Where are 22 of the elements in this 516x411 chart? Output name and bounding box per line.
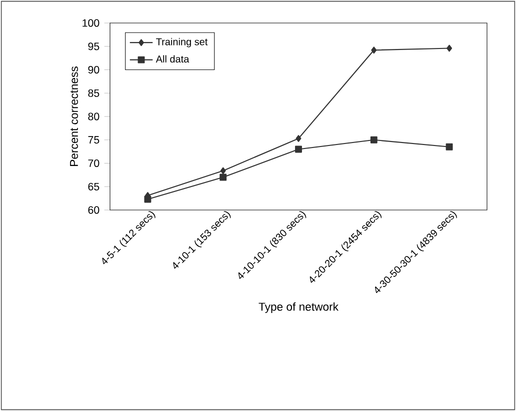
point [220,174,227,181]
point [296,135,302,142]
y-tick-label: 90 [88,66,100,74]
y-tick-label: 85 [88,89,100,97]
point [446,143,453,150]
legend-label: Training set [156,38,208,48]
legend-label: All data [156,55,190,63]
y-tick-label: 70 [88,159,100,168]
point [370,136,378,144]
point [446,44,452,52]
point [220,167,226,174]
y-tick-label: 65 [88,182,100,190]
y-axis-title: Percent correctness [70,66,78,166]
y-tick-label: 80 [88,112,100,120]
y-tick-label: 95 [88,42,100,50]
point [144,196,152,203]
y-tick-label: 60 [88,206,100,214]
x-axis-title: Type of network [258,302,339,313]
point [295,146,302,153]
y-tick-label: 100 [82,19,100,27]
point [371,46,377,54]
y-tick-label: 75 [88,136,100,144]
